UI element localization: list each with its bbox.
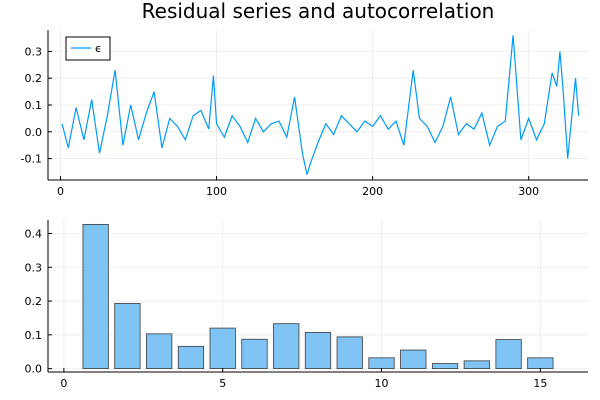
residual-series-panel: 0 100 200 300 -0.1 0.0 0.1 0.2 0.3 ϵ <box>21 30 588 198</box>
acf-bar <box>304 332 332 370</box>
top-xtick-label: 300 <box>518 185 539 198</box>
acf-bar <box>209 327 236 370</box>
legend-label: ϵ <box>95 42 102 55</box>
top-ytick-label: 0.1 <box>25 99 43 112</box>
top-axes <box>47 30 588 181</box>
bottom-ytick-label: 0.1 <box>25 329 43 342</box>
acf-bar <box>431 363 459 370</box>
acf-bar <box>400 349 427 370</box>
bottom-grid <box>48 220 588 372</box>
acf-bar <box>114 303 141 370</box>
top-xtick-label: 200 <box>362 185 383 198</box>
top-tick-labels: 0 100 200 300 -0.1 0.0 0.1 0.2 0.3 <box>21 45 540 198</box>
bottom-ytick-label: 0.3 <box>25 261 43 274</box>
bottom-xtick-label: 15 <box>533 377 547 390</box>
top-ytick-label: 0.0 <box>25 126 43 139</box>
legend: ϵ <box>65 36 111 61</box>
acf-bar <box>463 360 490 370</box>
acf-bar <box>241 338 268 370</box>
top-xtick-label: 100 <box>206 185 227 198</box>
top-ytick-label: 0.3 <box>25 45 43 58</box>
bottom-ytick-label: 0.2 <box>25 295 43 308</box>
autocorrelation-bars <box>82 223 554 370</box>
bottom-axes <box>47 220 588 373</box>
acf-bar <box>177 345 205 370</box>
acf-bar <box>527 357 554 370</box>
acf-bar <box>336 336 363 370</box>
bottom-ytick-label: 0.0 <box>25 363 43 376</box>
acf-bar <box>82 223 109 370</box>
bottom-tick-labels: 0 5 10 15 0.0 0.1 0.2 0.3 0.4 <box>25 228 548 390</box>
bottom-xtick-label: 5 <box>219 377 226 390</box>
residual-series-line <box>61 35 580 175</box>
top-grid <box>48 30 588 180</box>
autocorrelation-panel: 0 5 10 15 0.0 0.1 0.2 0.3 0.4 <box>25 220 588 390</box>
acf-bar <box>273 323 300 370</box>
top-ytick-label: 0.2 <box>25 72 43 85</box>
acf-bar <box>495 339 522 370</box>
top-xtick-label: 0 <box>57 185 64 198</box>
chart-title: Residual series and autocorrelation <box>142 0 495 23</box>
bottom-ytick-label: 0.4 <box>25 228 43 241</box>
bottom-xtick-label: 0 <box>60 377 67 390</box>
top-ytick-label: -0.1 <box>21 153 42 166</box>
acf-bar <box>368 357 395 370</box>
acf-bar <box>146 333 173 370</box>
bottom-xtick-label: 10 <box>375 377 389 390</box>
